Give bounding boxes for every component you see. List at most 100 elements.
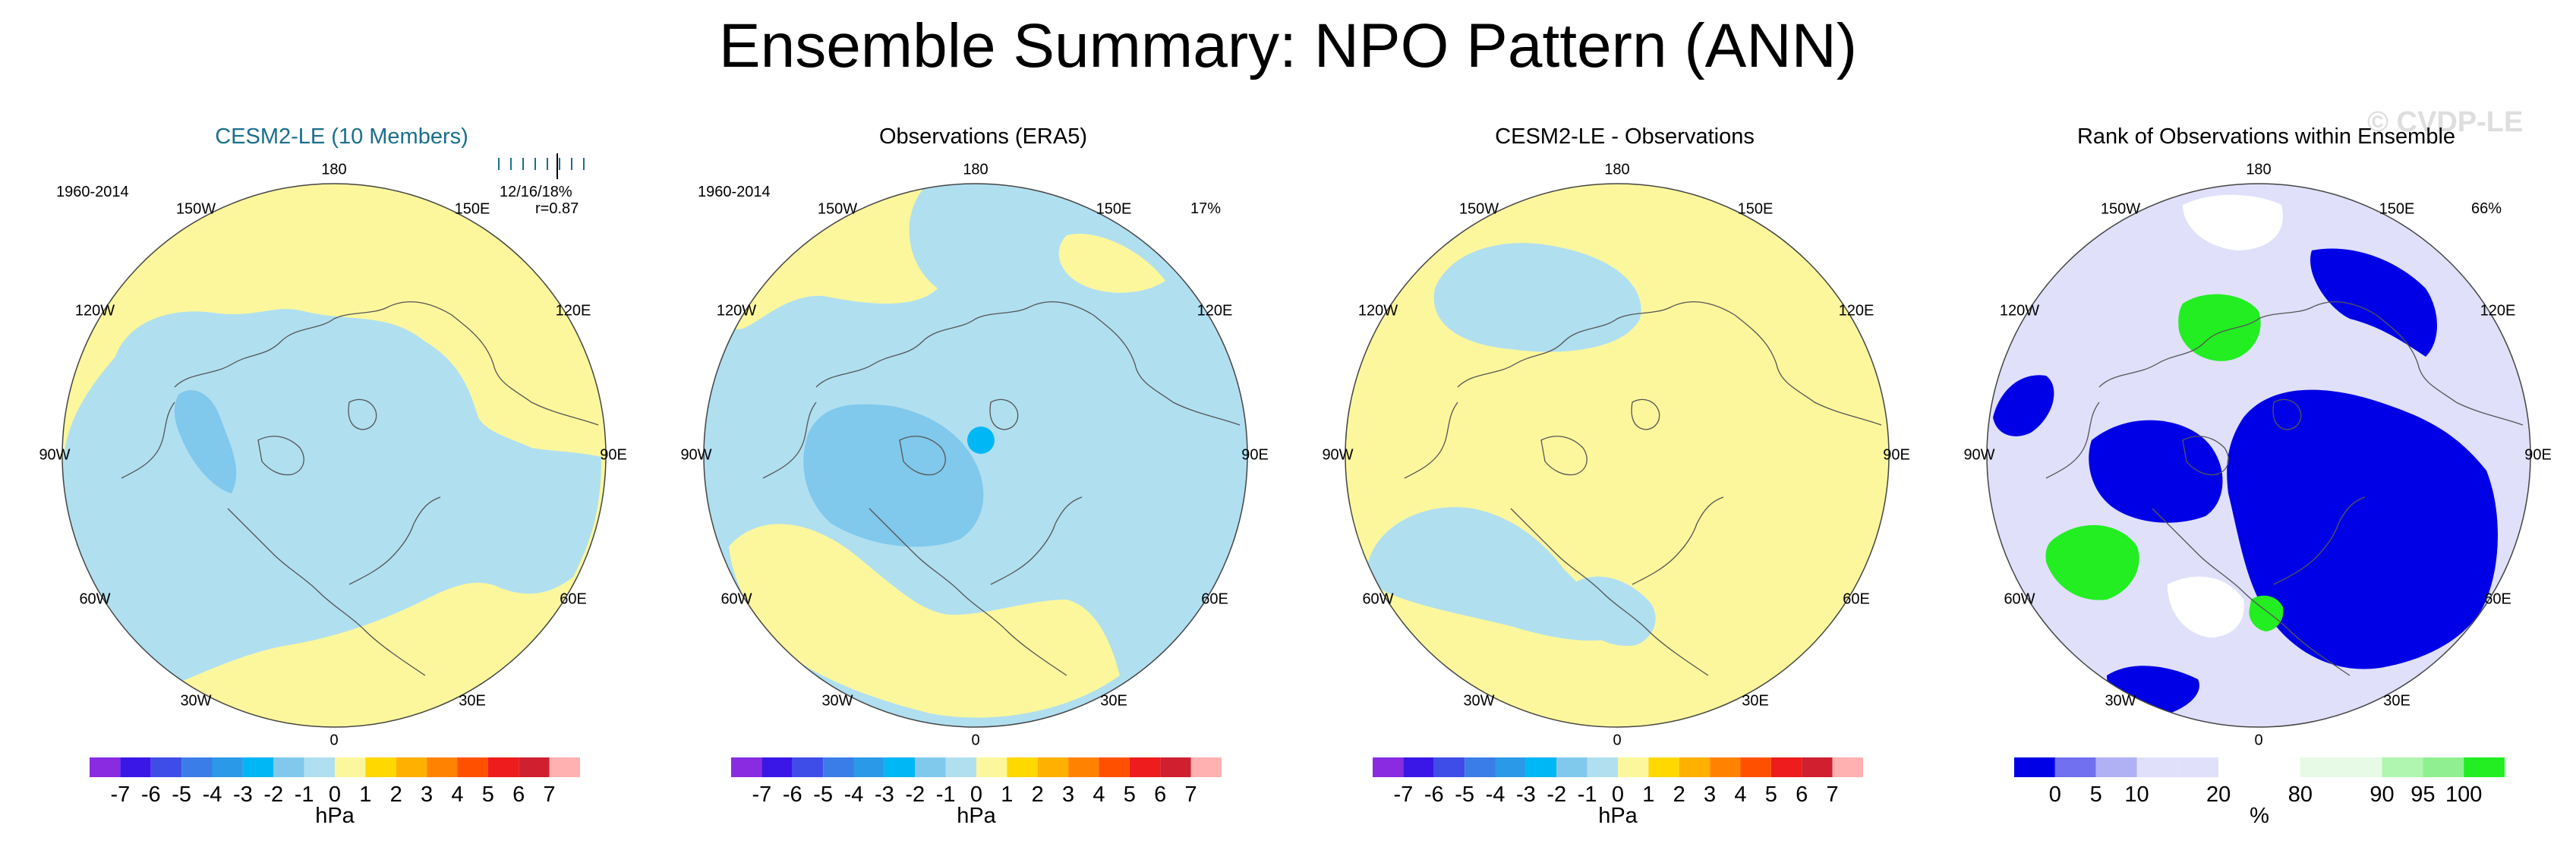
colorbar-cell: [945, 757, 976, 777]
colorbar-tick-label: -5: [172, 782, 191, 807]
panel-difference: 180 150E 120E 90E 60E 30E 0 30W 60W 90W 120W 150W -7…: [1313, 114, 1936, 835]
polar-map: 180 150E 120E 90E 60E 30E 0 30W 60W 90W 120W 150W -7…: [680, 161, 1268, 828]
coastline: [2152, 508, 2351, 676]
longitude-label: 150W: [818, 200, 857, 217]
longitude-label: 0: [971, 732, 979, 748]
field-region: [1367, 507, 1617, 641]
colorbar-tick-label: 5: [482, 782, 494, 807]
colorbar-cell: [1403, 757, 1434, 777]
coastline: [2376, 314, 2524, 426]
colorbar-cell: [150, 757, 182, 777]
longitude-label: 180: [1604, 161, 1629, 178]
panel-title: Rank of Observations within Ensemble: [2076, 124, 2456, 149]
colorbar-units: hPa: [957, 804, 996, 828]
coastline: [762, 401, 817, 479]
polar-map: 180 150E 120E 90E 60E 30E 0 30W 60W 90W 120W 150W -7…: [39, 161, 626, 828]
coastline: [257, 436, 304, 476]
colorbar-tick-label: 6: [512, 782, 525, 807]
field-region: [803, 404, 984, 547]
colorbar-cell: [1465, 757, 1496, 777]
coastline: [869, 508, 1067, 676]
field-region: [1433, 243, 1641, 352]
longitude-label: 180: [2246, 161, 2271, 178]
colorbar-cell: [1587, 757, 1618, 777]
colorbar-tick-label: -4: [203, 782, 222, 807]
coastline: [348, 496, 441, 585]
colorbar-tick-label: 95: [2410, 782, 2435, 807]
longitude-label: 60W: [720, 590, 752, 607]
colorbar-cell: [1802, 757, 1833, 777]
colorbar-cell: [120, 757, 151, 777]
colorbar-units: hPa: [315, 804, 355, 828]
colorbar-cell: [731, 757, 762, 777]
longitude-label: 60E: [1201, 590, 1228, 607]
colorbar-tick-label: -1: [295, 782, 314, 807]
longitude-label: 30W: [1463, 692, 1494, 709]
colorbar-tick-label: 1: [359, 782, 371, 807]
colorbar-tick-label: 2: [390, 782, 402, 807]
longitude-label: 30E: [1100, 692, 1127, 709]
field-region: [2183, 194, 2283, 250]
colorbar-cell: [1433, 757, 1465, 777]
map-field: [1345, 184, 1889, 727]
colorbar-cell: [1037, 757, 1069, 777]
colorbar-tick-label: -7: [752, 782, 771, 807]
colorbar-cell: [1556, 757, 1588, 777]
colorbar-cell: [487, 757, 519, 777]
longitude-label: 180: [321, 161, 346, 178]
colorbar-tick-label: 4: [1734, 782, 1746, 807]
longitude-label: 90W: [1322, 446, 1353, 463]
stat-line-1: 12/16/18%: [500, 184, 572, 200]
coastline: [899, 436, 946, 476]
longitude-label: 120E: [2480, 302, 2516, 319]
colorbar-cell: [304, 757, 335, 777]
field-region: [1993, 375, 2054, 436]
field-region: [2089, 420, 2223, 523]
colorbar-cell: [2300, 757, 2341, 777]
colorbar-cell: [427, 757, 458, 777]
field-region: [2310, 248, 2437, 357]
colorbar-tick-label: 0: [1612, 782, 1624, 807]
colorbar-tick-label: -4: [844, 782, 864, 807]
colorbar-cell: [2218, 757, 2259, 777]
colorbar-cell: [457, 757, 488, 777]
longitude-label: 60W: [2004, 590, 2035, 607]
colorbar-tick-label: 4: [451, 782, 463, 807]
map-field: [62, 184, 606, 727]
colorbar-units: hPa: [1598, 804, 1638, 828]
colorbar-cell: [365, 757, 396, 777]
longitude-label: 90W: [39, 446, 70, 463]
colorbar-tick-label: -2: [263, 782, 283, 807]
colorbar-tick-label: 1: [1642, 782, 1654, 807]
colorbar-tick-label: 7: [544, 782, 556, 807]
coastline: [1631, 398, 1660, 430]
colorbar-cell: [1160, 757, 1191, 777]
colorbar-tick-label: 7: [1185, 782, 1197, 807]
colorbar-cell: [1648, 757, 1679, 777]
colorbar-tick-label: 3: [1704, 782, 1716, 807]
longitude-label: 30W: [2105, 692, 2136, 709]
longitude-label: 30W: [180, 692, 211, 709]
colorbar-tick-label: -5: [813, 782, 833, 807]
colorbar-cell: [2177, 757, 2219, 777]
colorbar-cell: [2054, 757, 2096, 777]
longitude-label: 0: [329, 732, 338, 748]
longitude-label: 120W: [1358, 302, 1398, 319]
stat-line-2: r=0.87: [535, 200, 579, 217]
field-region: [2178, 294, 2261, 361]
panel-cesm2: 180 150E 120E 90E 60E 30E 0 30W 60W 90W 120W 150W -7…: [30, 114, 653, 835]
coastline: [1632, 496, 1724, 585]
colorbar-tick-label: 0: [2049, 782, 2061, 807]
colorbar-tick-label: 5: [2090, 782, 2102, 807]
colorbar-tick-label: 80: [2288, 782, 2313, 807]
colorbar-tick-label: -3: [233, 782, 253, 807]
colorbar-cell: [1007, 757, 1038, 777]
coastline: [1540, 436, 1588, 476]
colorbar-tick-label: 6: [1796, 782, 1808, 807]
colorbar-cell: [884, 757, 916, 777]
colorbar-tick-label: 20: [2206, 782, 2231, 807]
colorbar-tick-label: -3: [1516, 782, 1536, 807]
period-label: 1960-2014: [698, 184, 771, 200]
longitude-label: 120W: [75, 302, 115, 319]
coastline: [121, 401, 175, 479]
